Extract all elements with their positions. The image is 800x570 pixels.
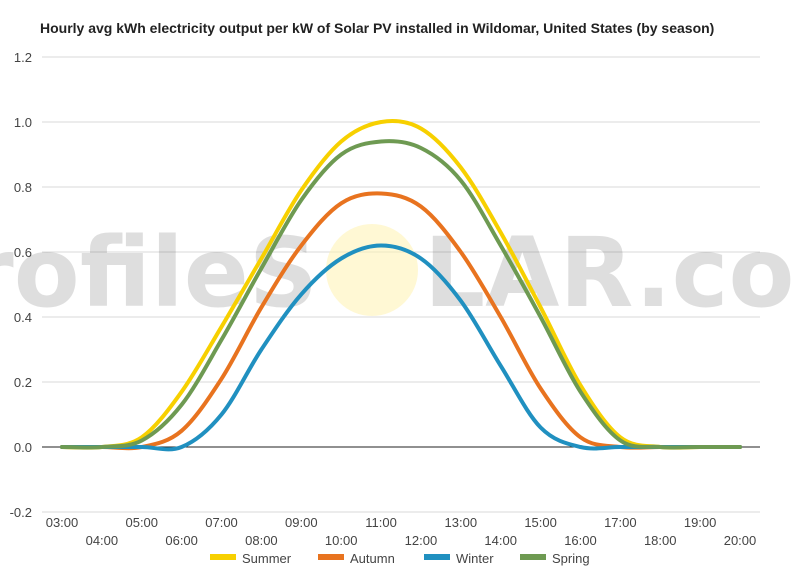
legend-swatch xyxy=(424,554,450,560)
x-tick-label: 19:00 xyxy=(684,515,717,530)
y-tick-label: 1.0 xyxy=(14,115,32,130)
legend-item-autumn: Autumn xyxy=(318,551,395,566)
x-tick-label: 18:00 xyxy=(644,533,677,548)
x-tick-label: 10:00 xyxy=(325,533,358,548)
y-tick-label: 0.4 xyxy=(14,310,32,325)
legend-item-winter: Winter xyxy=(424,551,494,566)
x-tick-label: 14:00 xyxy=(484,533,517,548)
legend-label: Spring xyxy=(552,551,590,566)
series-line-winter xyxy=(60,243,742,452)
legend-swatch xyxy=(318,554,344,560)
series-lines xyxy=(60,119,742,452)
legend: Summer Autumn Winter Spring xyxy=(210,551,590,566)
legend-item-summer: Summer xyxy=(210,551,292,566)
x-tick-label: 05:00 xyxy=(125,515,158,530)
watermark-text-left: profileS xyxy=(0,217,318,329)
chart-title: Hourly avg kWh electricity output per kW… xyxy=(40,20,714,36)
series-line-spring xyxy=(60,139,742,450)
x-tick-label: 16:00 xyxy=(564,533,597,548)
x-tick-label: 08:00 xyxy=(245,533,278,548)
x-tick-label: 07:00 xyxy=(205,515,238,530)
x-tick-label: 12:00 xyxy=(405,533,438,548)
y-tick-label: 0.0 xyxy=(14,440,32,455)
x-tick-label: 03:00 xyxy=(46,515,79,530)
legend-label: Winter xyxy=(456,551,494,566)
legend-label: Autumn xyxy=(350,551,395,566)
watermark-text-right: LAR.com xyxy=(424,217,800,329)
y-tick-label: 0.2 xyxy=(14,375,32,390)
y-tick-label: -0.2 xyxy=(10,505,32,520)
y-axis-ticks: -0.2 0.0 0.2 0.4 0.6 0.8 1.0 1.2 xyxy=(10,50,32,520)
x-tick-label: 11:00 xyxy=(365,515,397,530)
x-tick-label: 20:00 xyxy=(724,533,757,548)
x-axis-ticks: 03:00 04:00 05:00 06:00 07:00 08:00 09:00 10:00… xyxy=(46,515,757,548)
legend-swatch xyxy=(520,554,546,560)
y-tick-label: 0.6 xyxy=(14,245,32,260)
x-tick-label: 09:00 xyxy=(285,515,318,530)
x-tick-label: 06:00 xyxy=(165,533,198,548)
series-line-summer xyxy=(60,119,742,450)
y-tick-label: 0.8 xyxy=(14,180,32,195)
x-tick-label: 13:00 xyxy=(445,515,478,530)
legend-label: Summer xyxy=(242,551,292,566)
watermark-sun-icon xyxy=(326,224,418,316)
x-tick-label: 04:00 xyxy=(86,533,119,548)
x-tick-label: 15:00 xyxy=(524,515,557,530)
x-tick-label: 17:00 xyxy=(604,515,637,530)
y-tick-label: 1.2 xyxy=(14,50,32,65)
legend-item-spring: Spring xyxy=(520,551,590,566)
watermark: profileS LAR.com xyxy=(0,217,800,329)
legend-swatch xyxy=(210,554,236,560)
